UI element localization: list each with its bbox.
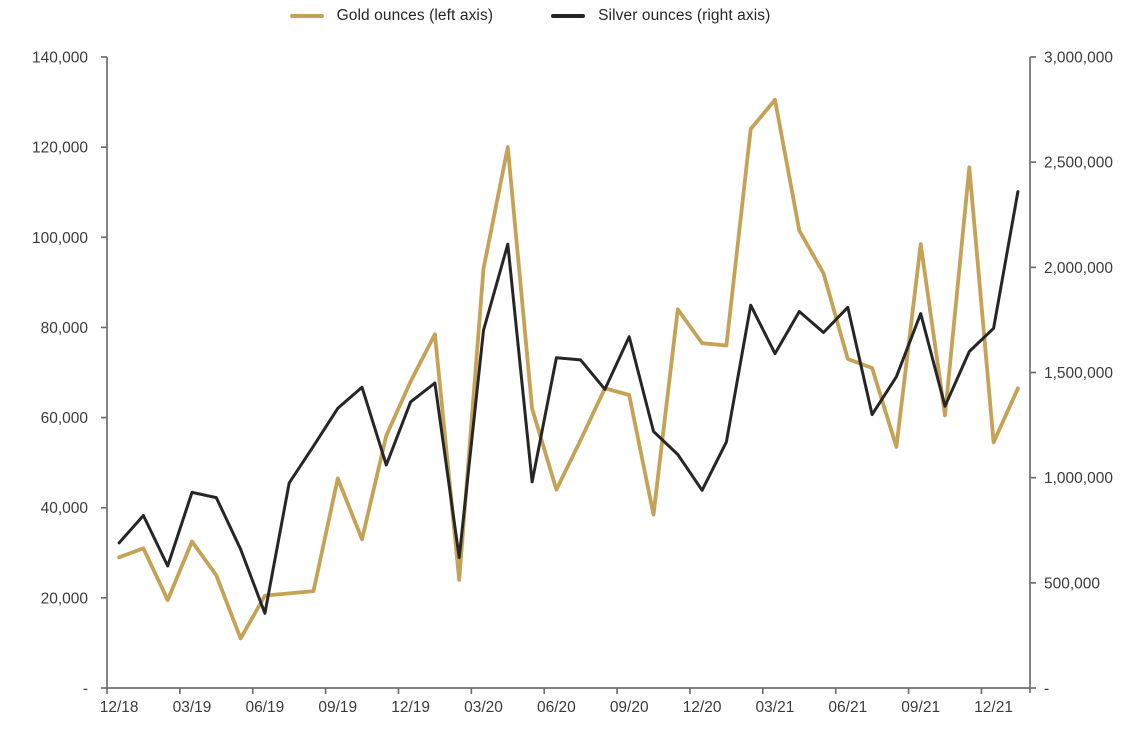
right-axis-tick-label: 3,000,000: [1044, 50, 1113, 67]
x-axis-tick-label: 03/20: [464, 699, 503, 716]
chart-legend: Gold ounces (left axis) Silver ounces (r…: [0, 7, 1148, 25]
legend-label-gold: Gold ounces (left axis): [336, 7, 494, 24]
x-axis-tick-label: 06/21: [828, 699, 867, 716]
legend-item-silver: Silver ounces (right axis): [551, 7, 770, 25]
gold-series-line: [117, 97, 1020, 641]
x-axis-tick-label: 06/20: [537, 699, 576, 716]
x-axis-tick-label: 12/20: [683, 699, 722, 716]
left-axis-tick-label: 20,000: [41, 590, 89, 607]
legend-label-silver: Silver ounces (right axis): [598, 7, 771, 24]
left-axis-tick-label: 40,000: [41, 500, 89, 517]
x-axis-tick-label: 06/19: [245, 699, 284, 716]
right-axis-tick-label: 2,500,000: [1044, 155, 1113, 172]
legend-item-gold: Gold ounces (left axis): [289, 7, 494, 25]
right-axis-tick-label: 2,000,000: [1044, 260, 1113, 277]
x-axis-tick-label: 12/19: [391, 699, 430, 716]
right-axis-tick-label: 1,000,000: [1044, 470, 1113, 487]
right-axis-tick-label: -: [1044, 681, 1049, 698]
silver-series-swatch: [551, 14, 586, 18]
left-axis-tick-label: 60,000: [41, 410, 89, 427]
left-axis-tick-label: -: [83, 681, 88, 698]
left-axis-tick-label: 140,000: [32, 50, 88, 67]
gold-series-swatch: [289, 14, 324, 18]
left-axis-tick-label: 120,000: [32, 140, 88, 157]
x-axis-tick-label: 09/20: [610, 699, 649, 716]
left-axis-tick-label: 80,000: [41, 320, 89, 337]
right-axis-tick-label: 500,000: [1044, 575, 1100, 592]
x-axis-tick-label: 09/19: [318, 699, 357, 716]
x-axis-tick-label: 03/19: [173, 699, 212, 716]
x-axis-tick-label: 09/21: [901, 699, 940, 716]
x-axis-tick-label: 12/18: [100, 699, 139, 716]
left-axis-tick-label: 100,000: [32, 230, 88, 247]
x-axis-tick-label: 03/21: [756, 699, 795, 716]
x-axis-tick-label: 12/21: [974, 699, 1013, 716]
silver-series-line: [117, 190, 1020, 615]
right-axis-tick-label: 1,500,000: [1044, 365, 1113, 382]
